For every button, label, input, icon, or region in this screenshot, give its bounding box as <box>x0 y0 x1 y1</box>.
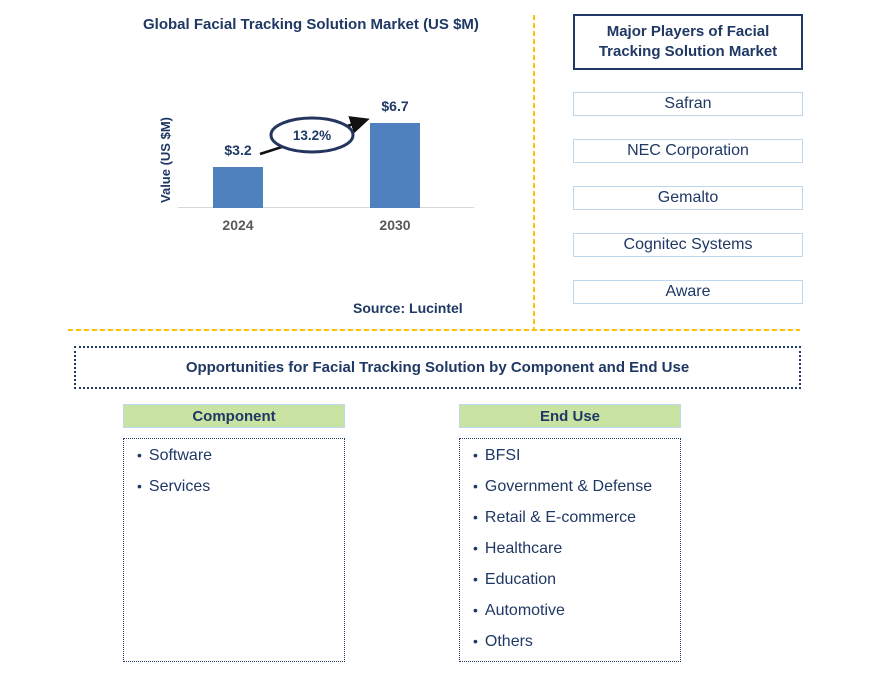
growth-ellipse-icon <box>269 116 355 154</box>
bullet-icon: • <box>473 602 478 618</box>
bar-category-label: 2024 <box>222 217 254 233</box>
list-item: • Healthcare <box>473 533 680 564</box>
bullet-icon: • <box>473 447 478 463</box>
bullet-icon: • <box>137 478 142 494</box>
growth-annotation: 13.2% <box>259 116 370 156</box>
growth-percent-label: 13.2% <box>293 128 331 143</box>
y-axis-label: Value (US $M) <box>158 117 173 203</box>
list-item: • BFSI <box>473 440 680 471</box>
x-axis-line <box>178 207 474 208</box>
list-item: • Software <box>137 440 344 471</box>
list-item: • Retail & E-commerce <box>473 502 680 533</box>
bullet-icon: • <box>473 633 478 649</box>
list-item-label: Software <box>148 447 213 464</box>
players-list: Safran NEC Corporation Gemalto Cognitec Sys… <box>573 92 803 304</box>
bullet-icon: • <box>473 478 478 494</box>
bar-2024 <box>213 167 263 208</box>
enduse-list: • BFSI • Government & Defense • Retail & E-co… <box>459 438 681 662</box>
bullet-icon: • <box>137 447 142 463</box>
list-item: • Services <box>137 471 344 502</box>
player-box: Safran <box>573 92 803 116</box>
list-item: • Education <box>473 564 680 595</box>
enduse-header: End Use <box>459 404 681 428</box>
list-item-label: Services <box>148 478 211 495</box>
component-header: Component <box>123 404 345 428</box>
player-box: Cognitec Systems <box>573 233 803 257</box>
player-box: Gemalto <box>573 186 803 210</box>
bullet-icon: • <box>473 509 478 525</box>
component-list: • Software • Services <box>123 438 345 662</box>
list-item: • Automotive <box>473 595 680 626</box>
list-item-label: Others <box>484 633 533 650</box>
bar-category-label: 2030 <box>379 217 411 233</box>
bullet-icon: • <box>473 540 478 556</box>
players-title-line1: Major Players of Facial <box>606 22 770 40</box>
list-item-label: Healthcare <box>484 540 563 557</box>
list-item-label: BFSI <box>484 447 521 464</box>
vertical-divider <box>533 15 535 329</box>
list-item: • Government & Defense <box>473 471 680 502</box>
player-box: NEC Corporation <box>573 139 803 163</box>
player-box: Aware <box>573 280 803 304</box>
list-item-label: Retail & E-commerce <box>484 509 637 526</box>
opportunities-banner: Opportunities for Facial Tracking Soluti… <box>74 346 801 389</box>
players-title-line2: Tracking Solution Market <box>598 43 778 60</box>
list-item-label: Government & Defense <box>484 478 653 495</box>
list-item-label: Education <box>484 571 557 588</box>
list-item: • Others <box>473 626 680 657</box>
source-note: Source: Lucintel <box>353 300 463 316</box>
chart-title: Global Facial Tracking Solution Market (… <box>143 16 479 33</box>
bullet-icon: • <box>473 571 478 587</box>
list-item-label: Automotive <box>484 602 565 619</box>
horizontal-divider <box>68 329 800 331</box>
players-title: Major Players of Facial Tracking Solutio… <box>573 14 803 70</box>
